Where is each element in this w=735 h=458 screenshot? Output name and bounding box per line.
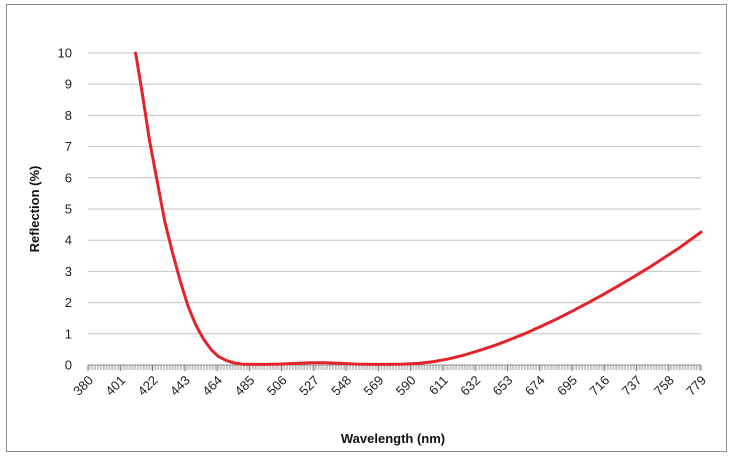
x-tick-label-758: 758 [651,373,677,399]
x-tick-label-716: 716 [586,373,612,399]
x-tick-label-653: 653 [490,373,516,399]
x-tick-label-485: 485 [231,373,257,399]
x-tick-label-632: 632 [457,373,483,399]
y-tick-label-5: 5 [65,202,72,217]
y-tick-label-0: 0 [65,358,72,373]
y-tick-label-3: 3 [65,264,72,279]
x-axis-ticks [87,365,702,371]
x-tick-label-569: 569 [361,373,387,399]
x-tick-label-674: 674 [522,373,548,399]
x-tick-label-695: 695 [554,373,580,399]
y-tick-label-7: 7 [65,139,72,154]
x-tick-label-401: 401 [102,373,128,399]
y-tick-label-4: 4 [65,233,72,248]
y-tick-label-6: 6 [65,170,72,185]
chart-frame [6,4,727,452]
x-tick-label-443: 443 [167,373,193,399]
gridlines [88,52,701,366]
x-tick-label-590: 590 [393,373,419,399]
series-line-reflection [134,51,703,366]
y-axis-title: Reflection (%) [27,166,42,253]
y-tick-label-10: 10 [58,46,72,61]
x-tick-label-422: 422 [135,373,161,399]
x-tick-label-611: 611 [426,373,451,398]
y-tick-label-1: 1 [65,326,72,341]
y-tick-label-2: 2 [65,295,72,310]
x-axis-title: Wavelength (nm) [341,431,445,446]
x-tick-label-527: 527 [296,373,322,399]
x-tick-label-779: 779 [683,373,709,399]
x-tick-label-380: 380 [70,373,96,399]
y-tick-label-9: 9 [65,77,72,92]
y-tick-label-8: 8 [65,108,72,123]
x-tick-label-548: 548 [328,373,354,399]
x-tick-label-506: 506 [264,373,290,399]
x-tick-label-464: 464 [199,373,225,399]
x-tick-labels: 380 401 422 443 464 485 506 527 548 569 590 611 632 6… [70,373,709,399]
y-tick-labels: 0 1 2 3 4 5 6 7 8 9 10 [58,46,72,373]
x-tick-label-737: 737 [619,373,645,399]
